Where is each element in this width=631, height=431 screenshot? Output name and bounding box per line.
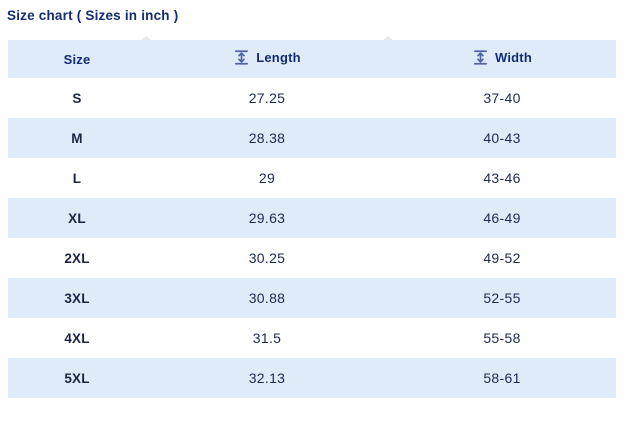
cell-size: 4XL xyxy=(64,330,90,346)
cell-size: L xyxy=(72,170,82,186)
table-row: 3XL 30.88 52-55 xyxy=(8,278,616,318)
column-divider-notch xyxy=(141,36,151,40)
table-header: Size Length xyxy=(8,40,616,78)
cell-length: 28.38 xyxy=(248,130,286,146)
cell-width: 40-43 xyxy=(483,130,521,146)
table-row: 2XL 30.25 49-52 xyxy=(8,238,616,278)
column-divider-notch xyxy=(383,36,393,40)
cell-width: 49-52 xyxy=(483,250,521,266)
page-title: Size chart ( Sizes in inch ) xyxy=(7,8,179,23)
header-row: Size Length xyxy=(8,40,616,78)
column-header-size-label: Size xyxy=(63,51,91,67)
table-row: XL 29.63 46-49 xyxy=(8,198,616,238)
cell-length: 29.63 xyxy=(248,210,286,226)
cell-width: 55-58 xyxy=(483,330,521,346)
vertical-measure-icon xyxy=(472,49,489,66)
cell-size: 2XL xyxy=(64,250,90,266)
cell-length: 29 xyxy=(258,170,276,186)
size-chart-table: Size Length xyxy=(8,40,616,398)
cell-width: 37-40 xyxy=(483,90,521,106)
cell-length: 27.25 xyxy=(248,90,286,106)
table-row: L 29 43-46 xyxy=(8,158,616,198)
cell-width: 43-46 xyxy=(483,170,521,186)
cell-size: S xyxy=(72,90,82,106)
table-row: 5XL 32.13 58-61 xyxy=(8,358,616,398)
cell-length: 30.25 xyxy=(248,250,286,266)
vertical-measure-icon xyxy=(233,49,250,66)
cell-length: 32.13 xyxy=(248,370,286,386)
cell-size: 5XL xyxy=(64,370,90,386)
column-header-length-label: Length xyxy=(256,50,301,65)
cell-size: M xyxy=(71,130,83,146)
cell-length: 30.88 xyxy=(248,290,286,306)
table-row: M 28.38 40-43 xyxy=(8,118,616,158)
cell-size: XL xyxy=(68,210,86,226)
table-body: S 27.25 37-40 M 28.38 40-43 L 29 43-46 XL 29.63 46-… xyxy=(8,78,616,398)
cell-length: 31.5 xyxy=(252,330,282,346)
column-header-width: Width xyxy=(388,40,616,78)
column-header-length: Length xyxy=(146,40,388,78)
cell-width: 58-61 xyxy=(483,370,521,386)
cell-width: 46-49 xyxy=(483,210,521,226)
cell-size: 3XL xyxy=(64,290,90,306)
table-row: 4XL 31.5 55-58 xyxy=(8,318,616,358)
column-header-size: Size xyxy=(8,40,146,78)
cell-width: 52-55 xyxy=(483,290,521,306)
column-header-width-label: Width xyxy=(495,50,532,65)
table-row: S 27.25 37-40 xyxy=(8,78,616,118)
